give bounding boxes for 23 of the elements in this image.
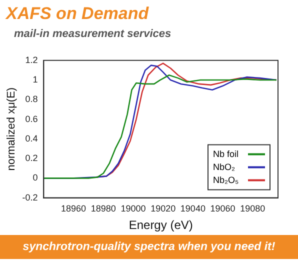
x-tick-label: 19040 [180, 204, 206, 214]
y-tick-label: 0.2 [25, 153, 38, 164]
y-tick-label: -0.2 [22, 192, 38, 202]
chart-title: XAFS on Demand [6, 4, 149, 24]
y-tick-label: 1 [32, 74, 38, 85]
x-tick-label: 19060 [210, 204, 236, 214]
legend-label: NbO₂ [213, 162, 236, 172]
chart-subtitle: mail-in measurement services [14, 28, 172, 40]
x-tick-label: 19080 [240, 204, 266, 214]
x-tick-label: 19000 [120, 204, 146, 214]
legend-label: Nb₂O₅ [213, 174, 239, 185]
y-tick-label: 1.2 [25, 54, 38, 65]
text: synchrotron-quality spectra when you need it! [0, 235, 298, 259]
x-tick-label: 19020 [150, 204, 176, 214]
x-tick-label: 18980 [90, 204, 116, 214]
y-tick-label: 0.4 [25, 133, 38, 144]
y-tick-label: 0.6 [25, 114, 38, 124]
legend-label: Nb foil [213, 148, 239, 159]
y-tick-label: 0.8 [25, 94, 38, 104]
y-axis-title: normalized xμ(E) [6, 87, 18, 171]
y-tick-label: 0 [32, 172, 38, 183]
x-tick-label: 18960 [61, 204, 86, 214]
x-axis-title: Energy (eV) [128, 218, 193, 232]
